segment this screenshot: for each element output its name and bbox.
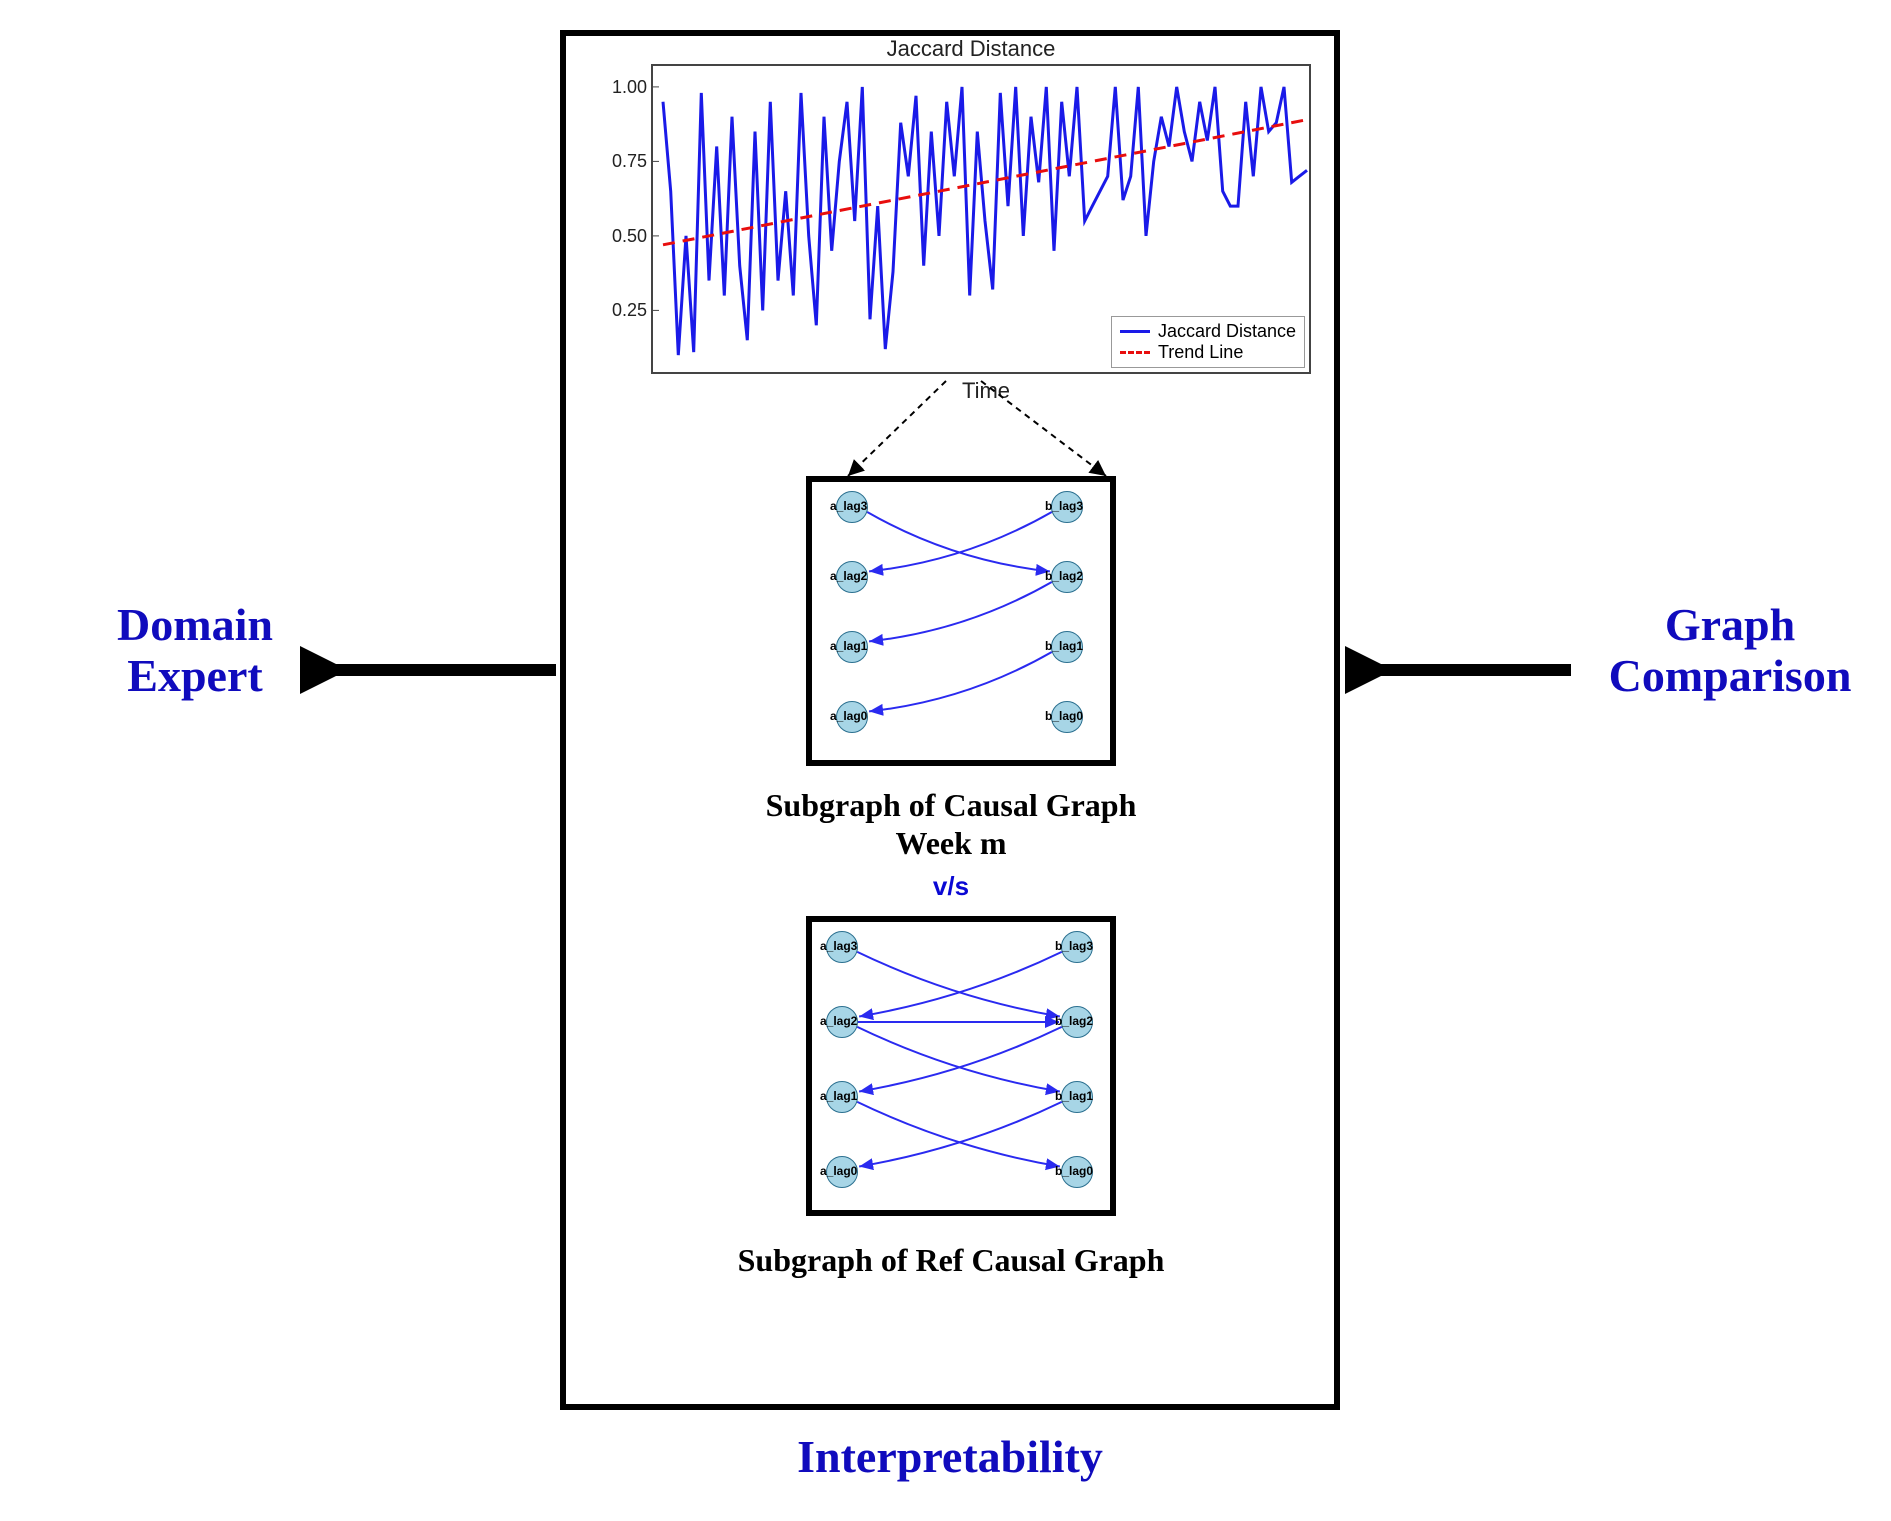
subgraph2-caption: Subgraph of Ref Causal Graph [566, 1241, 1336, 1279]
right-arrow-icon [1345, 630, 1575, 710]
interpretability-label: Interpretability [560, 1430, 1340, 1483]
graph-node-label: b_lag1 [1055, 1089, 1093, 1103]
vs-label: v/s [566, 871, 1336, 902]
graph-node-label: a_lag1 [830, 639, 867, 653]
graph-node-label: b_lag0 [1045, 709, 1083, 723]
comparison-label: Comparison [1580, 651, 1880, 702]
subgraph1-caption-l1: Subgraph of Causal Graph [566, 786, 1336, 824]
graph-node-label: a_lag3 [830, 499, 867, 513]
graph-node-label: b_lag0 [1055, 1164, 1093, 1178]
graph-node-label: a_lag2 [820, 1014, 857, 1028]
graph-node-label: a_lag2 [830, 569, 867, 583]
subgraph-ref: a_lag3 a_lag2 a_lag1 a_lag0 b_lag3 b_lag2 b_la… [806, 916, 1116, 1216]
graph-node-label: b_lag1 [1045, 639, 1083, 653]
subgraph1-caption-l2: Week m [566, 824, 1336, 862]
subgraph-week-m: a_lag3 a_lag2 a_lag1 a_lag0 b_lag3 b_lag2 b_la… [806, 476, 1116, 766]
graph-node-label: a_lag3 [820, 939, 857, 953]
graph-node-label: a_lag1 [820, 1089, 857, 1103]
graph-node-label: a_lag0 [820, 1164, 857, 1178]
graph-node-label: a_lag0 [830, 709, 867, 723]
graph-comparison-label: Graph Comparison [1580, 600, 1880, 701]
graph-label: Graph [1580, 600, 1880, 651]
interpretability-panel: Jaccard Distance Jaccard Distance Trend … [560, 30, 1340, 1410]
subgraph1-caption: Subgraph of Causal Graph Week m [566, 786, 1336, 863]
graph-node-label: b_lag3 [1045, 499, 1083, 513]
domain-expert-label: Domain Expert [80, 600, 310, 701]
expert-label: Expert [80, 651, 310, 702]
graph-node-label: b_lag3 [1055, 939, 1093, 953]
callout-lines-icon [566, 36, 1346, 536]
graph-node-label: b_lag2 [1045, 569, 1083, 583]
domain-label: Domain [80, 600, 310, 651]
left-arrow-icon [300, 630, 560, 710]
graph-node-label: b_lag2 [1055, 1014, 1093, 1028]
